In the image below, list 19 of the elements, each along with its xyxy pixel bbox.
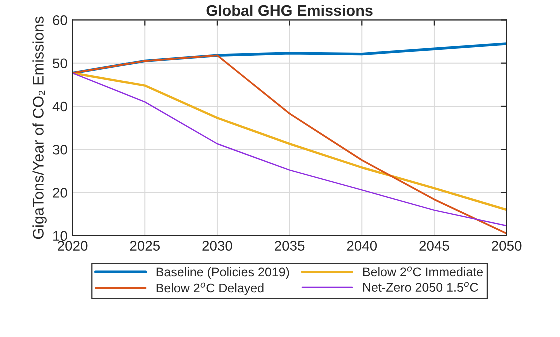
y-tick-label: 60 bbox=[53, 16, 68, 26]
x-tick-label: 2035 bbox=[275, 241, 305, 251]
legend-label: Baseline (Policies 2019) bbox=[156, 267, 290, 280]
y-axis-title: GigaTons/Year of CO₂ Emissions bbox=[32, 16, 47, 240]
chart-title: Global GHG Emissions bbox=[206, 4, 373, 16]
x-tick-label: 2030 bbox=[202, 241, 232, 251]
legend-label: Net-Zero 2050 1.5$^{o}$C bbox=[363, 282, 478, 292]
y-tick-label: 40 bbox=[52, 102, 68, 112]
x-tick-label: 2040 bbox=[347, 241, 378, 251]
legend-label: Below 2$^{o}$C Delayed bbox=[156, 282, 264, 296]
x-tick-label: 2020 bbox=[58, 241, 88, 251]
legend-label: Below 2$^{o}$C Immediate bbox=[363, 266, 484, 277]
x-tick-label: 2025 bbox=[130, 241, 160, 251]
x-tick-label: 2050 bbox=[492, 241, 522, 251]
y-tick-label: 10 bbox=[54, 231, 68, 242]
y-tick-label: 30 bbox=[53, 144, 68, 155]
y-tick-label: 50 bbox=[53, 58, 68, 69]
y-tick-label: 20 bbox=[53, 188, 68, 198]
x-tick-label: 2045 bbox=[420, 241, 450, 251]
